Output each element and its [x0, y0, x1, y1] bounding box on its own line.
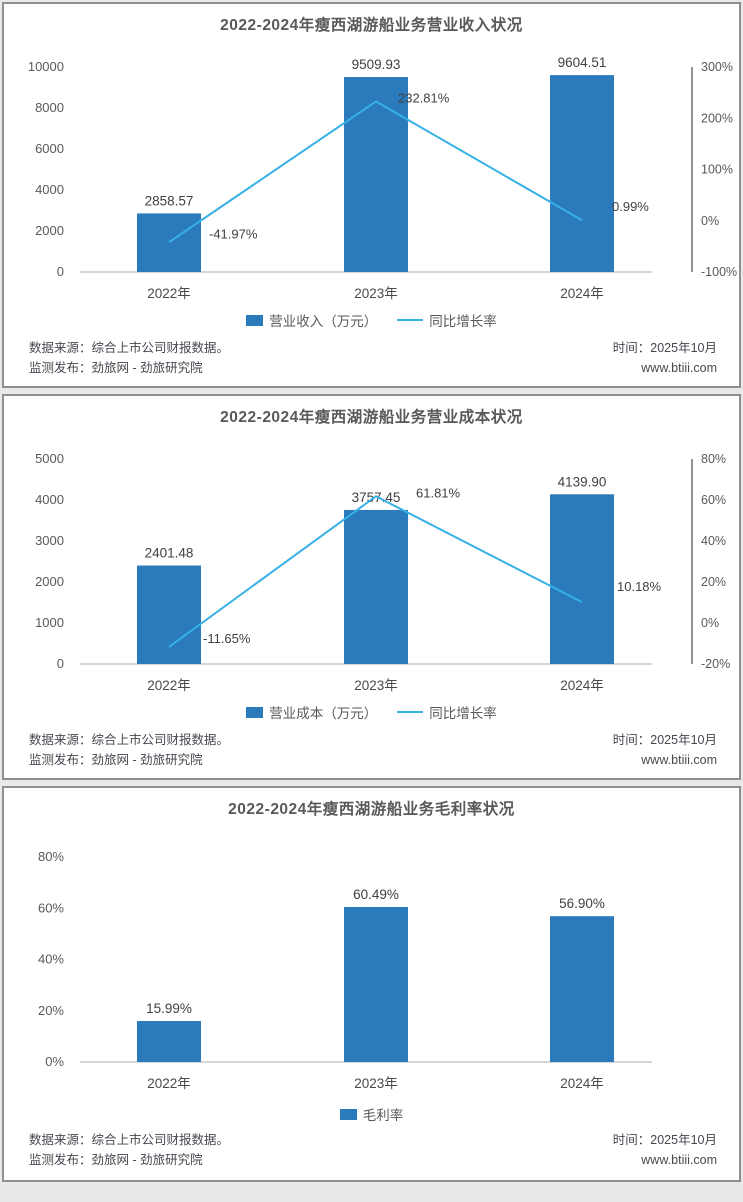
svg-text:2023年: 2023年 — [354, 678, 398, 693]
svg-text:2024年: 2024年 — [560, 678, 604, 693]
bar-swatch-icon — [246, 706, 264, 718]
svg-text:56.90%: 56.90% — [559, 896, 605, 911]
svg-text:4000: 4000 — [35, 182, 64, 197]
cost-chart-panel: 2022-2024年瘦西湖游船业务营业成本状况 0 1000 2000 3000 400… — [2, 394, 741, 780]
chart-legend: 营业收入（万元） 同比增长率 — [4, 310, 739, 330]
gross-margin-chart-canvas: 0% 20% 40% 60% 80% 15.99% 60.49% 56.90% 2022年 202… — [38, 849, 652, 1091]
svg-text:4000: 4000 — [35, 492, 64, 507]
cost-chart-canvas: 0 1000 2000 3000 4000 5000 -20% 0% 20% 40% 60% 80% 2… — [35, 451, 730, 693]
svg-text:20%: 20% — [701, 575, 726, 589]
svg-text:60%: 60% — [701, 493, 726, 507]
svg-text:3000: 3000 — [35, 533, 64, 548]
footer-meta: 时间：2025年10月 www.btiii.com — [613, 338, 717, 378]
svg-text:40%: 40% — [701, 534, 726, 548]
revenue-chart-canvas: 0 2000 4000 6000 8000 10000 -100% 0% 100% 200% 300… — [28, 55, 737, 301]
footer-source: 数据来源：综合上市公司财报数据。 监测发布：劲旅网 - 劲旅研究院 — [29, 1130, 229, 1170]
legend-label: 同比增长率 — [429, 314, 497, 329]
legend-item-growth-rate: 同比增长率 — [397, 310, 497, 330]
svg-text:2022年: 2022年 — [147, 1076, 191, 1091]
legend-item-gross-margin: 毛利率 — [339, 1104, 404, 1124]
svg-text:232.81%: 232.81% — [398, 90, 450, 105]
footer-meta: 时间：2025年10月 www.btiii.com — [613, 730, 717, 770]
svg-text:4139.90: 4139.90 — [558, 474, 607, 489]
revenue-chart-panel: 2022-2024年瘦西湖游船业务营业收入状况 0 2000 4000 6000 800… — [2, 2, 741, 388]
chart-title: 2022-2024年瘦西湖游船业务营业成本状况 — [220, 409, 523, 426]
svg-text:-11.65%: -11.65% — [203, 631, 251, 646]
svg-text:200%: 200% — [701, 111, 733, 125]
legend-item-growth-rate: 同比增长率 — [397, 702, 497, 722]
bar-swatch-icon — [246, 314, 264, 326]
svg-text:0.99%: 0.99% — [612, 199, 649, 214]
legend-label: 同比增长率 — [429, 706, 497, 721]
chart-footer: 数据来源：综合上市公司财报数据。 监测发布：劲旅网 - 劲旅研究院 时间：202… — [29, 1130, 717, 1170]
svg-text:300%: 300% — [701, 60, 733, 74]
svg-text:2023年: 2023年 — [354, 1076, 398, 1091]
publisher-text: 监测发布：劲旅网 - 劲旅研究院 — [29, 753, 203, 767]
svg-text:2858.57: 2858.57 — [145, 193, 194, 208]
svg-text:8000: 8000 — [35, 100, 64, 115]
gross-margin-chart-panel: 2022-2024年瘦西湖游船业务毛利率状况 0% 20% 40% 60% 80% 15.… — [2, 786, 741, 1182]
svg-text:1000: 1000 — [35, 615, 64, 630]
chart-footer: 数据来源：综合上市公司财报数据。 监测发布：劲旅网 - 劲旅研究院 时间：202… — [29, 338, 717, 378]
svg-text:2024年: 2024年 — [560, 286, 604, 301]
chart-legend: 毛利率 — [4, 1104, 739, 1124]
svg-text:15.99%: 15.99% — [146, 1001, 192, 1016]
publisher-text: 监测发布：劲旅网 - 劲旅研究院 — [29, 361, 203, 375]
svg-text:2024年: 2024年 — [560, 1076, 604, 1091]
data-source-text: 数据来源：综合上市公司财报数据。 — [29, 733, 230, 747]
svg-text:80%: 80% — [701, 452, 726, 466]
legend-item-revenue: 营业收入（万元） — [246, 310, 377, 330]
svg-text:6000: 6000 — [35, 141, 64, 156]
svg-text:2000: 2000 — [35, 574, 64, 589]
data-source-text: 数据来源：综合上市公司财报数据。 — [29, 1133, 230, 1147]
legend-label: 营业成本（万元） — [269, 706, 378, 721]
svg-text:2000: 2000 — [35, 223, 64, 238]
svg-text:0%: 0% — [701, 616, 719, 630]
svg-text:2022年: 2022年 — [147, 678, 191, 693]
chart-footer: 数据来源：综合上市公司财报数据。 监测发布：劲旅网 - 劲旅研究院 时间：202… — [29, 730, 717, 770]
svg-text:10000: 10000 — [28, 59, 64, 74]
svg-text:20%: 20% — [38, 1003, 64, 1018]
legend-label: 营业收入（万元） — [269, 314, 378, 329]
website-text: www.btiii.com — [641, 753, 717, 767]
svg-text:61.81%: 61.81% — [416, 485, 461, 500]
report-time-text: 时间：2025年10月 — [612, 1133, 717, 1147]
svg-text:9604.51: 9604.51 — [558, 55, 607, 70]
svg-text:0: 0 — [57, 264, 64, 279]
report-time-text: 时间：2025年10月 — [612, 341, 717, 355]
svg-text:10.18%: 10.18% — [617, 579, 662, 594]
svg-text:60.49%: 60.49% — [353, 887, 399, 902]
chart-title: 2022-2024年瘦西湖游船业务营业收入状况 — [220, 17, 523, 34]
data-source-text: 数据来源：综合上市公司财报数据。 — [29, 341, 230, 355]
svg-text:-41.97%: -41.97% — [209, 226, 258, 241]
svg-text:60%: 60% — [38, 900, 64, 915]
svg-text:40%: 40% — [38, 952, 64, 967]
svg-text:100%: 100% — [701, 163, 733, 177]
footer-source: 数据来源：综合上市公司财报数据。 监测发布：劲旅网 - 劲旅研究院 — [29, 338, 229, 378]
report-time-text: 时间：2025年10月 — [612, 733, 717, 747]
svg-text:2401.48: 2401.48 — [145, 546, 194, 561]
svg-text:-100%: -100% — [701, 265, 737, 279]
footer-source: 数据来源：综合上市公司财报数据。 监测发布：劲旅网 - 劲旅研究院 — [29, 730, 229, 770]
svg-text:5000: 5000 — [35, 451, 64, 466]
legend-item-cost: 营业成本（万元） — [246, 702, 377, 722]
publisher-text: 监测发布：劲旅网 - 劲旅研究院 — [29, 1153, 203, 1167]
svg-text:2022年: 2022年 — [147, 286, 191, 301]
svg-text:0%: 0% — [45, 1054, 64, 1069]
svg-text:-20%: -20% — [701, 657, 730, 671]
line-swatch-icon — [397, 711, 424, 713]
svg-text:2023年: 2023年 — [354, 286, 398, 301]
footer-meta: 时间：2025年10月 www.btiii.com — [613, 1130, 717, 1170]
svg-text:9509.93: 9509.93 — [352, 57, 401, 72]
svg-text:80%: 80% — [38, 849, 64, 864]
website-text: www.btiii.com — [641, 361, 717, 375]
line-swatch-icon — [397, 319, 424, 321]
chart-title: 2022-2024年瘦西湖游船业务毛利率状况 — [228, 801, 515, 818]
svg-text:0: 0 — [57, 656, 64, 671]
website-text: www.btiii.com — [641, 1153, 717, 1167]
legend-label: 毛利率 — [362, 1108, 404, 1123]
chart-legend: 营业成本（万元） 同比增长率 — [4, 702, 739, 722]
bar-swatch-icon — [339, 1108, 357, 1120]
svg-text:0%: 0% — [701, 214, 719, 228]
